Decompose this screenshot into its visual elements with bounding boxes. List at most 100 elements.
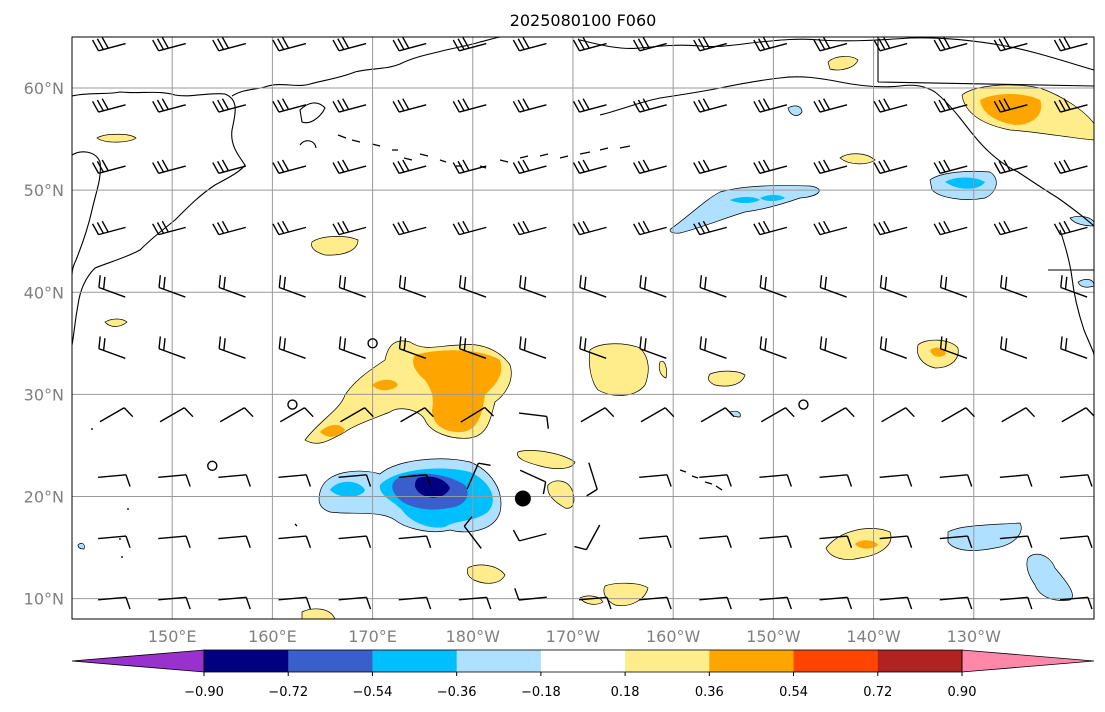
wind-barb xyxy=(939,535,973,549)
barb-flag xyxy=(1087,535,1093,549)
wind-barb xyxy=(699,596,732,610)
wind-barb xyxy=(218,535,251,549)
barb-flag xyxy=(392,39,400,52)
barb-flag xyxy=(332,223,340,235)
barb-flag xyxy=(878,99,886,112)
wind-barb xyxy=(514,588,547,601)
barb-flag xyxy=(517,38,525,50)
barb-shaft xyxy=(879,596,908,601)
longitude-label: 160°W xyxy=(646,627,701,646)
barb-flag xyxy=(846,474,853,487)
barb-flag xyxy=(933,223,941,235)
wind-barb xyxy=(1059,596,1093,610)
barb-shaft xyxy=(879,535,908,540)
north-america-coast xyxy=(1059,229,1094,356)
barb-flag xyxy=(281,220,290,233)
low-center-marker xyxy=(798,399,809,410)
barb-flag xyxy=(365,597,372,610)
barb-flag xyxy=(998,38,1006,50)
barb-flag xyxy=(998,160,1006,173)
barb-flag xyxy=(643,276,647,290)
wind-barb xyxy=(579,336,607,359)
colorbar-tick-label: −0.18 xyxy=(521,685,561,700)
barb-flag xyxy=(1025,407,1036,418)
barb-flag xyxy=(458,336,462,349)
longitude-label: 130°W xyxy=(947,627,1002,646)
wind-barb xyxy=(512,220,547,236)
colorbar-segment xyxy=(288,650,373,672)
barb-flag xyxy=(943,37,951,49)
barb-flag xyxy=(185,597,191,610)
barb-flag xyxy=(125,597,131,610)
barb-flag xyxy=(884,276,888,290)
barb-flag xyxy=(156,222,165,234)
wind-barb xyxy=(693,220,727,236)
negative-anomaly-core xyxy=(414,476,450,498)
barb-flag xyxy=(726,535,732,549)
wind-barb xyxy=(873,98,908,113)
alaska-coastline xyxy=(599,76,1094,227)
barb-flag xyxy=(546,416,550,429)
wind-barb xyxy=(212,98,247,113)
barb-flag xyxy=(879,336,883,349)
barb-flag xyxy=(819,336,823,349)
barb-flag xyxy=(281,37,290,49)
barb-flag xyxy=(1004,338,1008,351)
barb-flag xyxy=(542,481,547,495)
wind-barb xyxy=(1053,98,1088,113)
barb-flag xyxy=(823,159,831,172)
small-positive-5 xyxy=(708,370,746,387)
barb-shaft xyxy=(400,407,426,423)
barb-flag xyxy=(813,162,821,174)
wind-barb xyxy=(580,407,615,423)
barb-flag xyxy=(1063,159,1071,172)
wind-barb xyxy=(452,98,487,113)
small-positive-16 xyxy=(301,608,336,619)
barb-shaft xyxy=(579,596,608,601)
barb-flag xyxy=(1058,38,1066,50)
latitude-label: 40°N xyxy=(24,283,64,302)
barb-flag xyxy=(1053,162,1062,174)
wind-barb xyxy=(819,474,853,487)
barb-flag xyxy=(764,338,767,351)
barb-flag xyxy=(183,407,194,418)
wind-barb xyxy=(272,159,307,175)
wind-barb xyxy=(632,37,667,52)
wind-barb xyxy=(873,220,908,236)
wind-barb xyxy=(1060,336,1088,359)
barb-flag xyxy=(906,535,913,549)
barb-flag xyxy=(824,338,828,351)
barb-flag xyxy=(582,159,590,172)
wind-barb xyxy=(398,275,427,298)
barb-shaft xyxy=(158,596,187,601)
latitude-label: 10°N xyxy=(24,590,64,609)
barb-flag xyxy=(758,222,766,234)
barb-flag xyxy=(819,275,823,288)
barb-shaft xyxy=(460,406,486,423)
barb-flag xyxy=(457,99,465,112)
colorbar-tick-label: −0.36 xyxy=(437,685,477,700)
barb-shaft xyxy=(463,525,482,549)
gridlines xyxy=(72,37,1094,619)
barb-flag xyxy=(693,162,701,174)
wind-barb xyxy=(1060,275,1088,298)
barb-shaft xyxy=(999,596,1028,601)
barb-shaft xyxy=(98,535,127,540)
barb-flag xyxy=(1058,99,1066,112)
barb-flag xyxy=(762,37,771,49)
barb-flag xyxy=(632,39,641,52)
barb-flag xyxy=(786,474,793,487)
barb-flag xyxy=(512,39,520,52)
wind-barb xyxy=(632,220,667,236)
barb-flag xyxy=(91,223,100,235)
barb-flag xyxy=(152,162,160,174)
wind-barb xyxy=(759,474,793,487)
colorbar-segment xyxy=(204,650,289,672)
barb-flag xyxy=(342,37,350,49)
wind-barb xyxy=(392,98,427,113)
barb-shaft xyxy=(519,533,547,542)
barb-flag xyxy=(824,276,828,290)
barb-flag xyxy=(332,100,340,113)
barb-flag xyxy=(218,336,222,349)
wind-barb xyxy=(753,220,788,236)
